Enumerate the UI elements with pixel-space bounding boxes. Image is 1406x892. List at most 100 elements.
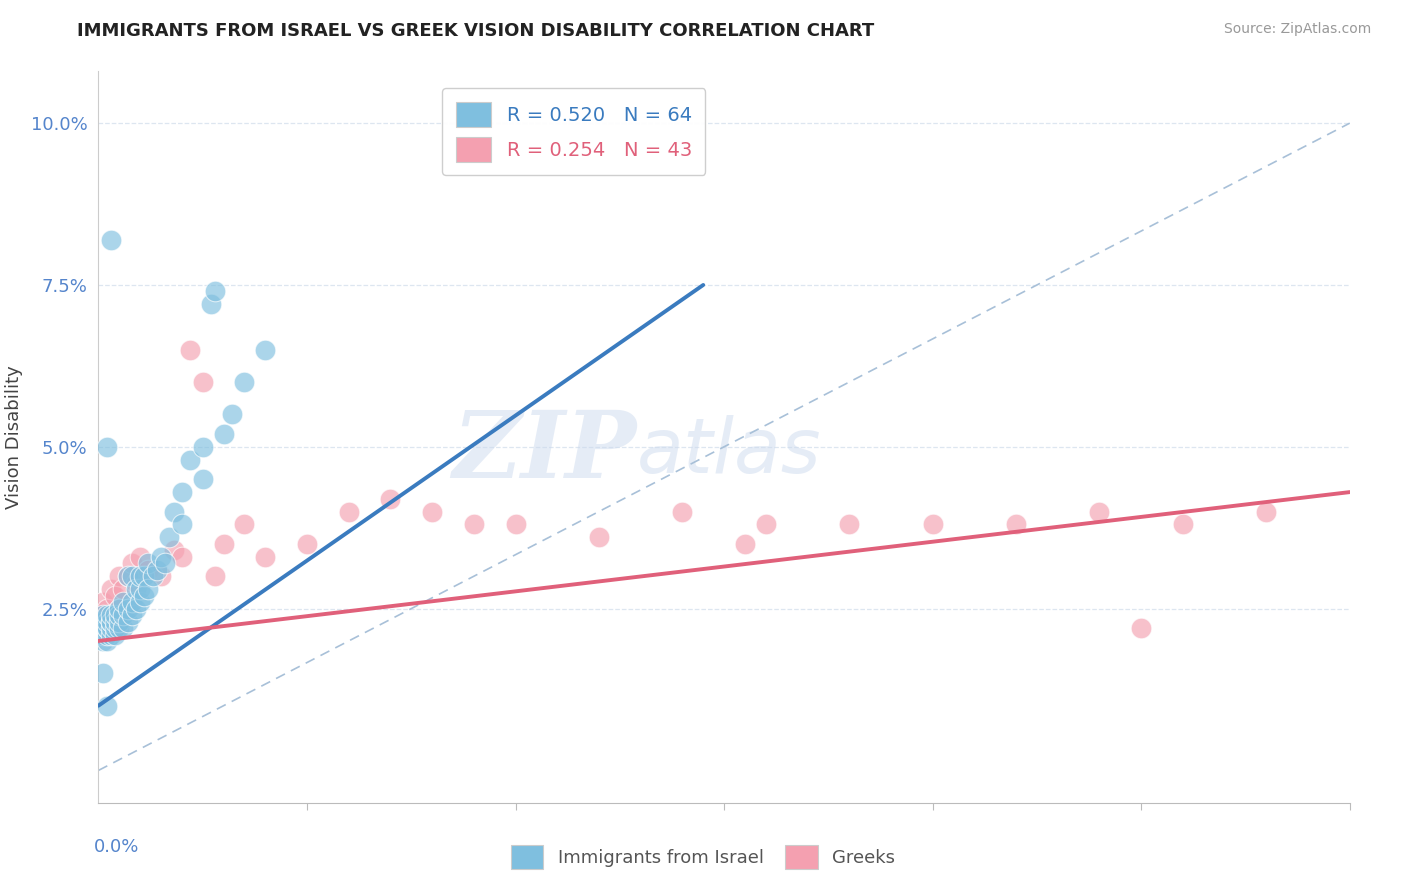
Point — [170, 517, 193, 532]
Point — [121, 557, 143, 571]
Point — [100, 608, 122, 623]
Point — [91, 615, 114, 629]
Point — [170, 549, 193, 564]
Point — [104, 608, 127, 623]
Point — [108, 601, 131, 615]
Point — [150, 569, 173, 583]
Point — [108, 601, 131, 615]
Point — [108, 569, 131, 583]
Point — [134, 589, 156, 603]
Point — [129, 569, 152, 583]
Text: ZIP: ZIP — [453, 407, 637, 497]
Point — [104, 608, 127, 623]
Point — [1256, 504, 1278, 518]
Point — [96, 621, 118, 635]
Point — [150, 549, 173, 564]
Point — [1005, 517, 1028, 532]
Point — [91, 595, 114, 609]
Point — [295, 537, 318, 551]
Point — [153, 557, 176, 571]
Point — [96, 440, 118, 454]
Point — [588, 530, 610, 544]
Text: Source: ZipAtlas.com: Source: ZipAtlas.com — [1223, 22, 1371, 37]
Point — [96, 621, 118, 635]
Point — [420, 504, 443, 518]
Point — [121, 595, 143, 609]
Point — [112, 582, 135, 597]
Point — [221, 408, 243, 422]
Point — [104, 621, 127, 635]
Point — [91, 621, 114, 635]
Point — [108, 615, 131, 629]
Point — [91, 608, 114, 623]
Point — [100, 627, 122, 641]
Point — [1171, 517, 1194, 532]
Point — [179, 452, 201, 467]
Point — [838, 517, 860, 532]
Point — [134, 569, 156, 583]
Point — [91, 627, 114, 641]
Point — [96, 634, 118, 648]
Point — [1088, 504, 1111, 518]
Point — [671, 504, 693, 518]
Point — [129, 582, 152, 597]
Point — [200, 297, 222, 311]
Text: atlas: atlas — [637, 415, 821, 489]
Point — [337, 504, 360, 518]
Point — [100, 615, 122, 629]
Legend: R = 0.520   N = 64, R = 0.254   N = 43: R = 0.520 N = 64, R = 0.254 N = 43 — [443, 88, 706, 176]
Point — [100, 621, 122, 635]
Point — [204, 285, 226, 299]
Point — [138, 557, 160, 571]
Point — [121, 569, 143, 583]
Point — [112, 621, 135, 635]
Text: 0.0%: 0.0% — [94, 838, 139, 856]
Point — [117, 569, 139, 583]
Point — [91, 634, 114, 648]
Point — [463, 517, 485, 532]
Point — [91, 615, 114, 629]
Point — [129, 595, 152, 609]
Point — [104, 589, 127, 603]
Point — [233, 517, 256, 532]
Point — [734, 537, 756, 551]
Point — [191, 375, 214, 389]
Point — [204, 569, 226, 583]
Point — [100, 621, 122, 635]
Point — [112, 595, 135, 609]
Point — [117, 569, 139, 583]
Y-axis label: Vision Disability: Vision Disability — [4, 365, 22, 509]
Point — [191, 440, 214, 454]
Point — [112, 608, 135, 623]
Point — [117, 601, 139, 615]
Point — [191, 472, 214, 486]
Point — [96, 615, 118, 629]
Point — [142, 569, 165, 583]
Point — [138, 582, 160, 597]
Point — [138, 563, 160, 577]
Point — [91, 627, 114, 641]
Point — [380, 491, 402, 506]
Point — [100, 615, 122, 629]
Text: IMMIGRANTS FROM ISRAEL VS GREEK VISION DISABILITY CORRELATION CHART: IMMIGRANTS FROM ISRAEL VS GREEK VISION D… — [77, 22, 875, 40]
Point — [96, 608, 118, 623]
Point — [212, 537, 235, 551]
Point — [104, 627, 127, 641]
Point — [100, 582, 122, 597]
Point — [146, 563, 169, 577]
Point — [179, 343, 201, 357]
Point — [157, 530, 180, 544]
Point — [100, 233, 122, 247]
Point — [108, 608, 131, 623]
Point — [921, 517, 943, 532]
Point — [170, 485, 193, 500]
Point — [212, 426, 235, 441]
Point — [125, 601, 148, 615]
Point — [162, 504, 184, 518]
Point — [755, 517, 778, 532]
Point — [129, 549, 152, 564]
Point — [505, 517, 527, 532]
Point — [104, 615, 127, 629]
Point — [117, 615, 139, 629]
Point — [96, 698, 118, 713]
